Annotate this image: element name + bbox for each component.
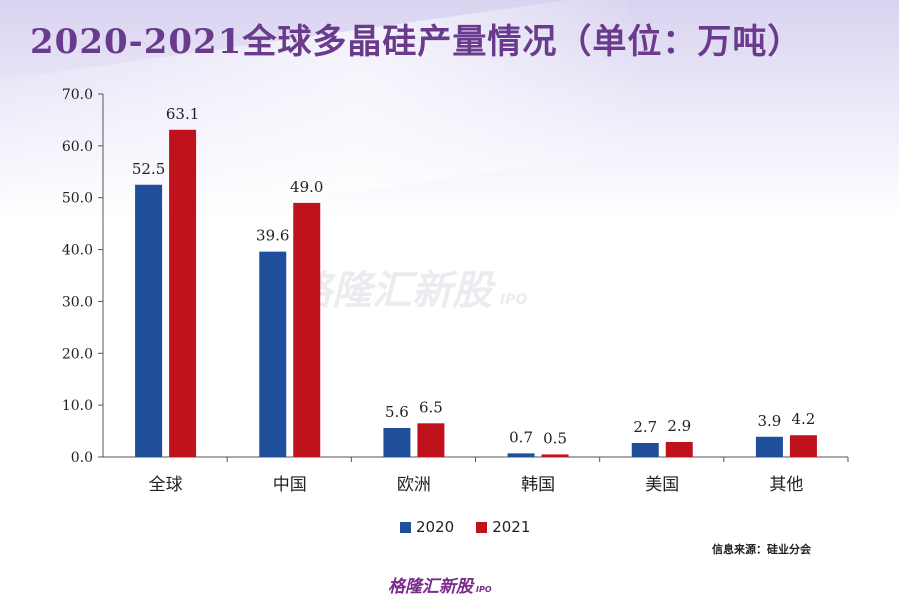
source-note: 信息来源：硅业分会 <box>712 543 811 556</box>
bar-2021-2 <box>417 423 445 457</box>
chart-title: 2020-2021全球多晶硅产量情况（单位：万吨） <box>30 22 803 62</box>
y-tick-label: 40.0 <box>62 243 93 259</box>
y-tick-label: 0.0 <box>71 450 93 466</box>
watermark-sub: IPO <box>500 292 528 308</box>
data-label-2020-5: 3.9 <box>757 412 781 430</box>
legend: 2020 2021 <box>400 518 530 536</box>
legend-swatch-2021 <box>476 521 488 533</box>
brand-text: 格隆汇新股 <box>388 577 473 597</box>
legend-item-2020: 2020 <box>400 518 454 536</box>
bar-2021-3 <box>541 454 569 457</box>
brand-sub: IPO <box>476 585 492 594</box>
y-tick-label: 50.0 <box>62 191 93 207</box>
data-label-2020-3: 0.7 <box>509 428 533 446</box>
data-label-2020-4: 2.7 <box>633 418 657 436</box>
data-label-2021-4: 2.9 <box>667 417 691 435</box>
y-tick-label: 70.0 <box>62 87 93 103</box>
data-label-2021-2: 6.5 <box>419 398 443 416</box>
data-label-2020-0: 52.5 <box>132 160 165 178</box>
x-tick-label: 美国 <box>645 475 679 495</box>
data-label-2021-0: 63.1 <box>166 105 199 123</box>
watermark-text: 格隆汇新股 <box>292 268 492 314</box>
bar-2020-5 <box>755 436 783 457</box>
data-label-2021-1: 49.0 <box>290 178 323 196</box>
legend-item-2021: 2021 <box>476 518 530 536</box>
data-label-2021-5: 4.2 <box>791 410 815 428</box>
y-tick-label: 20.0 <box>62 346 93 362</box>
x-tick-label: 全球 <box>149 475 183 495</box>
x-tick-label: 其他 <box>769 475 803 495</box>
bar-2020-4 <box>631 442 659 457</box>
bar-2021-0 <box>169 129 197 457</box>
bar-2020-2 <box>383 427 411 457</box>
x-tick-label: 中国 <box>273 475 307 495</box>
legend-swatch-2020 <box>400 521 411 533</box>
y-tick-label: 10.0 <box>62 398 93 414</box>
data-label-2021-3: 0.5 <box>543 429 567 447</box>
bar-2021-5 <box>789 435 817 457</box>
data-label-2020-2: 5.6 <box>385 403 409 421</box>
bar-2020-3 <box>507 453 535 457</box>
watermark: 格隆汇新股 IPO <box>292 258 527 316</box>
bar-2020-0 <box>135 184 163 457</box>
data-label-2020-1: 39.6 <box>256 227 289 245</box>
brand-logo: 格隆汇新股 IPO <box>388 572 492 597</box>
y-tick-label: 30.0 <box>62 294 93 310</box>
y-tick-label: 60.0 <box>62 139 93 155</box>
legend-label-2020: 2020 <box>416 518 455 536</box>
bar-2021-4 <box>665 441 693 457</box>
bar-2020-1 <box>259 251 287 457</box>
x-tick-label: 韩国 <box>521 475 555 495</box>
x-tick-label: 欧洲 <box>397 475 431 495</box>
legend-label-2021: 2021 <box>492 518 531 536</box>
bar-2021-1 <box>293 202 321 457</box>
